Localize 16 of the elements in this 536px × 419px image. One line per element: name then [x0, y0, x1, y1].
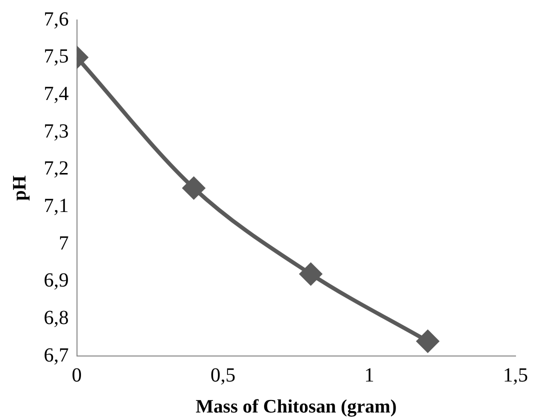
y-tick-label: 7,4	[44, 82, 69, 105]
x-axis-title: Mass of Chitosan (gram)	[196, 396, 397, 418]
y-tick-label: 6,8	[44, 307, 69, 330]
y-tick-label: 7,1	[44, 195, 69, 218]
x-tick-label: 0,5	[210, 364, 236, 386]
x-tick-label: 0	[72, 364, 82, 386]
y-tick-label: 7,6	[44, 8, 69, 30]
y-tick-label: 7	[58, 232, 69, 254]
y-tick-label: 7,5	[44, 46, 69, 68]
y-tick-label: 6,7	[44, 344, 69, 366]
x-tick-label: 1,5	[503, 364, 528, 386]
y-tick-label: 6,9	[44, 270, 69, 292]
x-tick-label: 1	[364, 364, 374, 386]
y-tick-label: 7,2	[44, 158, 69, 180]
y-tick-label: 7,3	[44, 120, 69, 142]
y-axis-title: pH	[9, 175, 30, 201]
